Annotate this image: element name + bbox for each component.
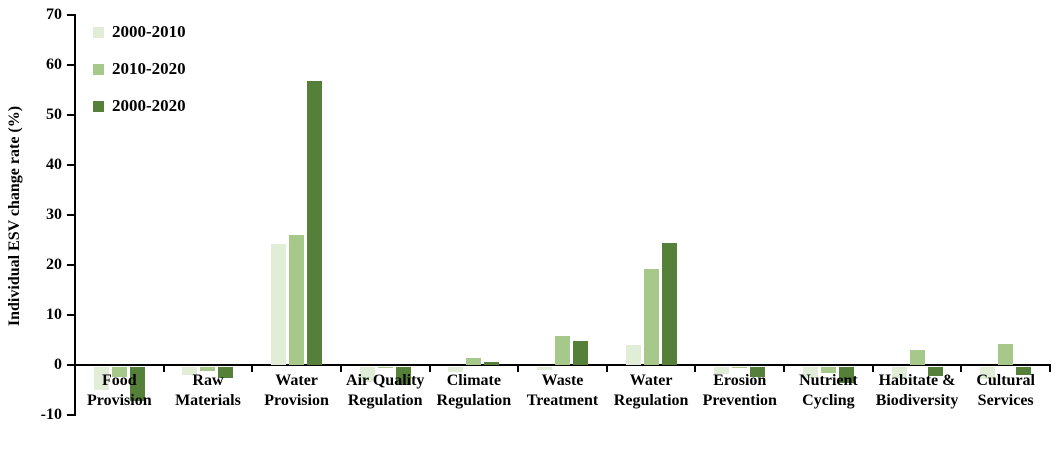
- bar-2000-2010-food-provision: [93, 367, 109, 390]
- legend-label: 2010-2020: [112, 59, 186, 78]
- x-axis-tick: [251, 366, 254, 372]
- x-axis-tick: [517, 366, 520, 372]
- y-axis-tick-label: 10: [46, 306, 62, 323]
- bar-2000-2010-cultural-services: [980, 367, 996, 379]
- bar-2000-2020-erosion-prevention: [750, 367, 766, 377]
- bar-2000-2010-waste-treatment: [537, 367, 552, 370]
- bar-2000-2010-water-provision: [271, 243, 287, 365]
- bar-2010-2020-habitate-biodiversity: [909, 350, 925, 365]
- y-axis-tick: [67, 264, 74, 266]
- bar-2000-2020-climate-regulation: [484, 362, 500, 365]
- y-axis-tick-label: 30: [46, 206, 62, 223]
- category-label: Raw Materials: [175, 372, 241, 409]
- x-axis-tick: [960, 366, 963, 372]
- x-axis-tick: [783, 366, 786, 372]
- bar-2000-2010-raw-materials: [182, 367, 198, 375]
- category-label: Cultural Services: [976, 372, 1035, 409]
- bar-2000-2020-air-quality-regulation: [395, 367, 411, 385]
- legend-label: 2000-2020: [112, 96, 186, 115]
- x-axis-tick: [694, 366, 697, 372]
- legend-swatch-icon: [93, 26, 104, 38]
- bar-2010-2020-water-provision: [289, 235, 305, 365]
- bar-2000-2010-air-quality-regulation: [359, 367, 375, 382]
- bar-2010-2020-food-provision: [111, 367, 127, 377]
- bar-2010-2020-climate-regulation: [466, 357, 482, 365]
- bar-2010-2020-raw-materials: [200, 367, 216, 371]
- bar-2010-2020-cultural-services: [998, 344, 1014, 365]
- y-axis-tick: [67, 414, 74, 416]
- bar-2000-2020-waste-treatment: [573, 341, 588, 365]
- y-axis-tick-label: 50: [46, 106, 62, 123]
- legend-item-2000-2010: 2000-2010: [93, 20, 186, 44]
- category-label: Erosion Prevention: [702, 372, 777, 409]
- category-label: Nutrient Cycling: [799, 372, 858, 409]
- x-axis-tick: [1049, 366, 1051, 372]
- bar-2000-2020-food-provision: [129, 367, 145, 401]
- legend-swatch-icon: [93, 100, 104, 112]
- bar-2000-2020-cultural-services: [1016, 367, 1032, 375]
- category-label: Waste Treatment: [526, 372, 599, 409]
- legend: 2000-2010 2010-2020 2000-2020: [93, 20, 186, 131]
- bar-2000-2010-water-regulation: [625, 345, 641, 365]
- category-label: Climate Regulation: [436, 372, 512, 409]
- bar-2000-2020-raw-materials: [218, 367, 234, 378]
- bar-2010-2020-air-quality-regulation: [377, 367, 393, 368]
- category-label: Air Quality Regulation: [346, 372, 425, 409]
- legend-item-2000-2020: 2000-2020: [93, 94, 186, 118]
- x-axis-tick: [428, 366, 431, 372]
- y-axis-tick-label: 20: [46, 256, 62, 273]
- y-axis-tick: [67, 14, 74, 16]
- y-axis-tick-label: -10: [40, 406, 62, 423]
- legend-swatch-icon: [93, 63, 104, 75]
- y-axis-line: [74, 14, 76, 416]
- y-axis-tick-label: 60: [46, 56, 62, 73]
- y-axis-tick: [67, 314, 74, 316]
- category-label: Habitate & Biodiversity: [875, 372, 959, 409]
- y-axis-tick: [67, 164, 74, 166]
- bar-2010-2020-erosion-prevention: [732, 367, 748, 368]
- y-axis-tick-label: 0: [54, 356, 62, 373]
- y-axis-tick-label: 40: [46, 156, 62, 173]
- category-label: Food Provision: [87, 372, 152, 409]
- bar-2000-2010-climate-regulation: [448, 367, 464, 372]
- category-label: Water Regulation: [613, 372, 689, 409]
- bar-2000-2020-water-regulation: [661, 242, 677, 365]
- bar-2000-2020-nutrient-cycling: [838, 367, 854, 383]
- bar-2010-2020-waste-treatment: [555, 336, 570, 365]
- category-label: Water Provision: [264, 372, 329, 409]
- x-axis-tick: [339, 366, 342, 372]
- x-axis-tick: [162, 366, 165, 372]
- legend-label: 2000-2010: [112, 22, 186, 41]
- bar-2000-2010-habitate-biodiversity: [891, 367, 907, 378]
- x-axis-line: [74, 364, 1051, 366]
- x-axis-tick: [605, 366, 608, 372]
- bar-2000-2020-water-provision: [307, 81, 323, 365]
- y-axis-tick-label: 70: [46, 6, 62, 23]
- y-axis-tick: [67, 214, 74, 216]
- bar-2000-2020-habitate-biodiversity: [927, 367, 943, 376]
- bar-2000-2010-nutrient-cycling: [802, 367, 818, 378]
- y-axis-tick: [67, 64, 74, 66]
- x-axis-tick: [871, 366, 874, 372]
- bar-2000-2010-erosion-prevention: [714, 367, 730, 374]
- legend-item-2010-2020: 2010-2020: [93, 57, 186, 81]
- bar-2010-2020-nutrient-cycling: [820, 367, 836, 373]
- y-axis-tick: [67, 114, 74, 116]
- bar-2010-2020-water-regulation: [643, 268, 659, 365]
- y-axis-tick: [67, 364, 74, 366]
